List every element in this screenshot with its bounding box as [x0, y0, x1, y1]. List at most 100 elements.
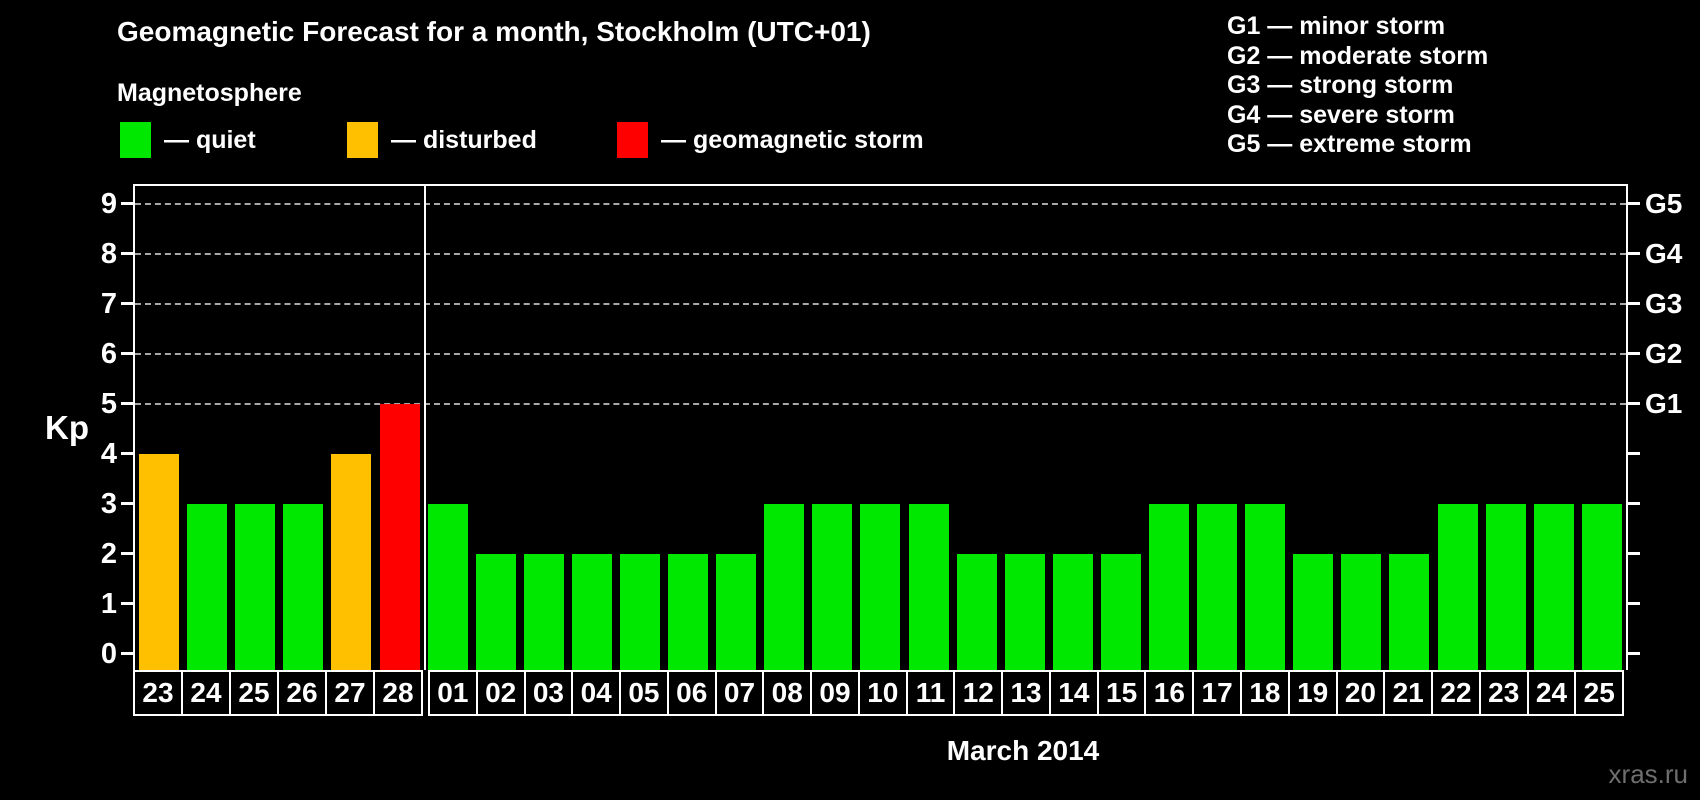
day-cell: 14 — [1048, 670, 1099, 716]
kp-bar-day-12 — [956, 554, 997, 670]
gridlines-layer — [135, 186, 1626, 670]
kp-bar-day-22 — [1437, 504, 1478, 670]
day-cell: 10 — [857, 670, 908, 716]
y-tick-label: 5 — [100, 388, 117, 420]
kp-bar-day-25 — [1581, 504, 1622, 670]
g-level-label-G2: G2 — [1645, 338, 1683, 369]
magnetosphere-label: Magnetosphere — [117, 79, 302, 107]
plot-area: 0 1 2 3 4 5 G1 6 G2 7 G3 8 G4 9 G5 — [101, 184, 1683, 670]
kp-bar-day-19 — [1293, 554, 1334, 670]
y-tick-left — [121, 302, 135, 305]
legend-label-disturbed: — disturbed — [391, 125, 537, 154]
kp-bar-day-01 — [427, 504, 468, 670]
bar-slot — [1241, 186, 1289, 670]
y-tick-label: 1 — [100, 588, 117, 620]
gridline-kp-5 — [135, 403, 1626, 405]
y-tick-label: 2 — [100, 538, 117, 570]
bar-slot — [1337, 186, 1385, 670]
y-tick-right — [1626, 202, 1640, 205]
kp-bar-day-26 — [283, 504, 324, 670]
kp-bar-day-16 — [1149, 504, 1190, 670]
g-level-label-G3: G3 — [1645, 288, 1683, 319]
day-cell: 08 — [762, 670, 813, 716]
day-cell: 17 — [1192, 670, 1243, 716]
legend-item-disturbed: — disturbed — [347, 121, 537, 159]
storm-color-swatch — [617, 122, 648, 158]
day-cell: 27 — [325, 670, 375, 716]
day-cell: 19 — [1287, 670, 1338, 716]
kp-bar-day-11 — [908, 504, 949, 670]
bar-slot — [953, 186, 1001, 670]
bar-slot — [1530, 186, 1578, 670]
kp-bar-day-07 — [716, 554, 757, 670]
y-tick-label: 4 — [100, 438, 117, 470]
kp-bar-day-23 — [1485, 504, 1526, 670]
bar-slot — [1578, 186, 1626, 670]
x-axis-day-boxes-february: 23 24 25 26 27 28 — [133, 670, 423, 716]
axis-ticks-layer: 0 1 2 3 4 5 G1 6 G2 7 G3 8 G4 9 G5 — [101, 186, 1683, 670]
y-tick-label: 9 — [100, 188, 117, 220]
y-tick-right — [1626, 602, 1640, 605]
day-cell: 24 — [181, 670, 231, 716]
bar-slot — [1001, 186, 1049, 670]
bar-slot — [1482, 186, 1530, 670]
kp-bar-day-27 — [331, 454, 372, 670]
y-tick-left — [121, 352, 135, 355]
bar-slot — [568, 186, 616, 670]
gridline-kp-6 — [135, 353, 1626, 355]
bar-slot — [472, 186, 520, 670]
kp-bar-day-14 — [1052, 554, 1093, 670]
g-level-label-G5: G5 — [1645, 188, 1683, 219]
y-tick-left — [121, 602, 135, 605]
legend-item-storm: — geomagnetic storm — [617, 121, 924, 159]
y-tick-right — [1626, 252, 1640, 255]
x-axis-day-boxes-march: 01 02 03 04 05 06 07 08 09 10 11 12 13 14 15 16 17 18 19 20… — [428, 670, 1625, 716]
day-cell: 21 — [1383, 670, 1434, 716]
bar-slot — [1049, 186, 1097, 670]
kp-bar-day-24 — [1533, 504, 1574, 670]
y-tick-right — [1626, 302, 1640, 305]
g-scale-item: G2 — moderate storm — [1227, 41, 1489, 70]
day-cell: 04 — [571, 670, 622, 716]
day-cell: 28 — [373, 670, 423, 716]
bar-slot — [424, 186, 472, 670]
day-cell: 07 — [714, 670, 765, 716]
g-level-label-G4: G4 — [1645, 238, 1683, 269]
kp-bar-day-25 — [235, 504, 276, 670]
bar-slot — [1145, 186, 1193, 670]
kp-bar-day-06 — [668, 554, 709, 670]
y-tick-label: 6 — [100, 338, 117, 370]
kp-bar-day-03 — [523, 554, 564, 670]
y-tick-label: 3 — [100, 488, 117, 520]
y-tick-right — [1626, 652, 1640, 655]
month-label: March 2014 — [946, 735, 1100, 766]
bar-slot — [856, 186, 904, 670]
bar-slot — [1289, 186, 1337, 670]
watermark: xras.ru — [1608, 759, 1688, 789]
kp-bar-day-09 — [812, 504, 853, 670]
g-scale-item: G1 — minor storm — [1227, 12, 1446, 40]
day-cell: 22 — [1431, 670, 1481, 716]
y-tick-label: 7 — [100, 288, 117, 320]
bar-slot — [1193, 186, 1241, 670]
g-scale-item: G5 — extreme storm — [1227, 130, 1472, 158]
y-tick-left — [121, 402, 135, 405]
day-cell: 20 — [1335, 670, 1386, 716]
day-cell: 01 — [428, 670, 478, 716]
kp-bar-day-23 — [139, 454, 180, 670]
bar-slot — [1097, 186, 1145, 670]
kp-bar-day-05 — [619, 554, 660, 670]
page-title: Geomagnetic Forecast for a month, Stockh… — [117, 16, 871, 47]
kp-bar-day-21 — [1389, 554, 1430, 670]
y-tick-label: 8 — [100, 238, 117, 270]
kp-bar-day-04 — [571, 554, 612, 670]
day-cell: 09 — [810, 670, 860, 716]
day-cell: 11 — [905, 670, 956, 716]
y-tick-left — [121, 252, 135, 255]
kp-bar-day-20 — [1341, 554, 1382, 670]
disturbed-color-swatch — [347, 122, 378, 158]
day-cell: 06 — [666, 670, 717, 716]
kp-bar-day-08 — [764, 504, 805, 670]
day-cell: 02 — [475, 670, 526, 716]
g-scale-item: G4 — severe storm — [1227, 100, 1455, 129]
